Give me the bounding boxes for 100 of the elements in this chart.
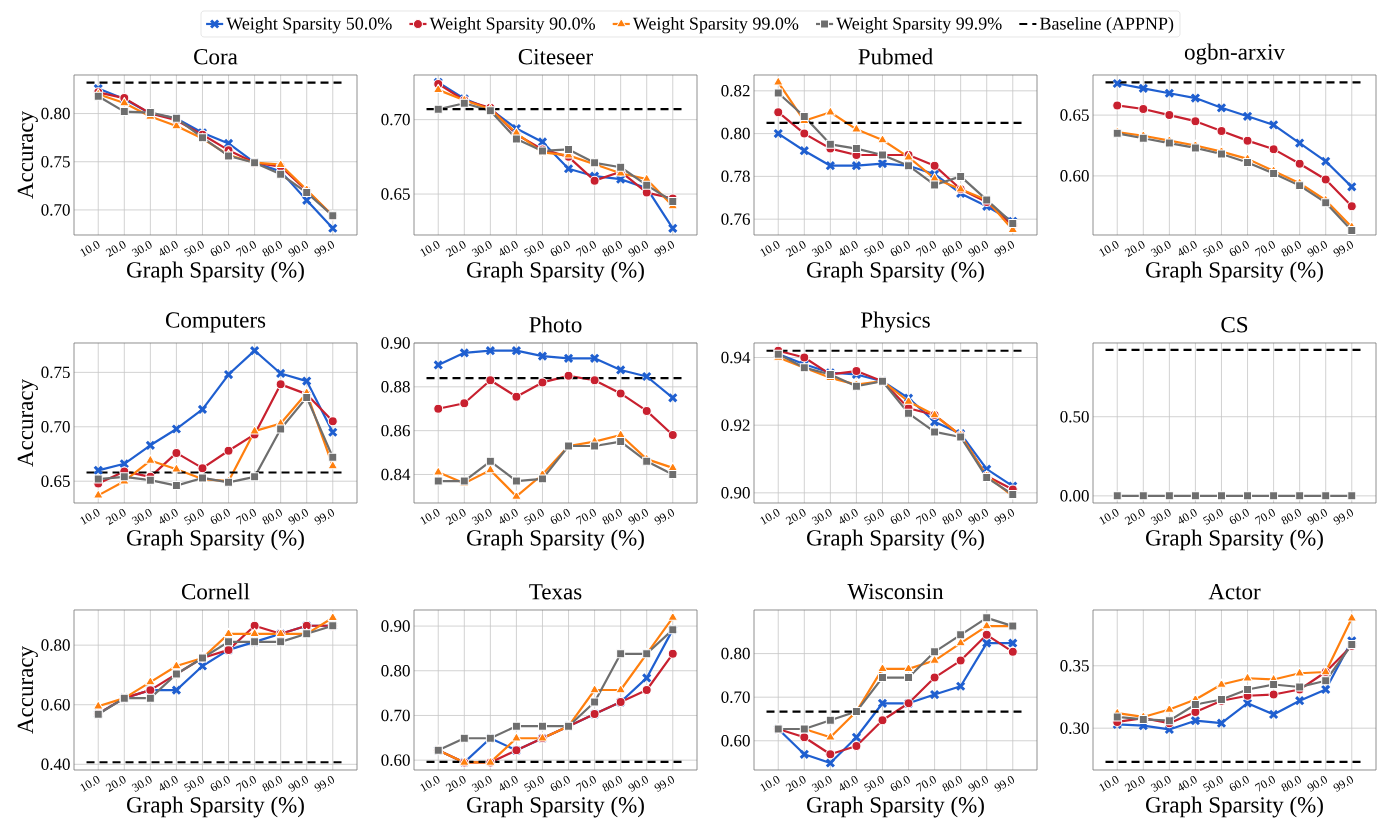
x-axis-title: Graph Sparsity (%) [127, 529, 304, 551]
y-tick-label: 0.65 [381, 188, 410, 200]
x-axis-title: Graph Sparsity (%) [467, 261, 644, 283]
x-tick-label: 40.0 [499, 775, 518, 791]
x-tick-label: 10.0 [1099, 508, 1119, 525]
x-tick-label: 30.0 [1150, 775, 1171, 792]
x-tick-label: 60.0 [890, 240, 910, 257]
y-tick-label: 0.70 [381, 709, 410, 722]
y-tick-label: 0.00 [1060, 490, 1089, 502]
x-tick-label: 70.0 [235, 508, 256, 525]
chart-title: Texas [529, 584, 582, 600]
x-tick-label: 90.0 [288, 240, 308, 257]
x-tick-label: 60.0 [210, 508, 230, 525]
y-tick-label: 0.90 [381, 337, 410, 349]
y-tick-label: 0.84 [381, 468, 411, 481]
x-tick-label: 50.0 [183, 508, 204, 525]
legend-label: Baseline (APPNP) [1040, 16, 1174, 34]
x-tick-label: 70.0 [575, 508, 596, 525]
x-tick-label: 99.0 [994, 775, 1015, 792]
y-tick-label: 0.76 [721, 213, 750, 225]
x-tick-label: 50.0 [1202, 508, 1223, 525]
x-tick-label: 30.0 [131, 508, 152, 525]
x-tick-label: 20.0 [785, 508, 806, 525]
x-tick-label: 60.0 [890, 775, 910, 792]
chart-title: Physics [861, 311, 930, 333]
x-tick-label: 40.0 [159, 508, 178, 524]
x-tick-label: 30.0 [1150, 508, 1171, 525]
y-tick-label: 0.70 [41, 204, 70, 216]
x-tick-label: 99.0 [1333, 508, 1354, 525]
chart-title: Photo [529, 316, 582, 333]
legend-label: Weight Sparsity 99.9% [836, 16, 1002, 34]
x-tick-label: 40.0 [839, 775, 858, 791]
x-axis-title: Graph Sparsity (%) [127, 261, 304, 283]
x-tick-label: 90.0 [1307, 240, 1327, 257]
x-tick-label: 10.0 [420, 775, 440, 792]
x-tick-label: 20.0 [105, 240, 126, 257]
x-tick-label: 70.0 [915, 775, 936, 792]
x-tick-label: 80.0 [1281, 508, 1301, 525]
x-axis-title: Graph Sparsity (%) [807, 261, 984, 283]
x-tick-label: 40.0 [1178, 240, 1197, 256]
x-tick-label: 10.0 [80, 508, 100, 525]
y-tick-label: 0.92 [721, 419, 750, 431]
x-tick-label: 99.0 [1333, 240, 1354, 257]
x-axis-title: Graph Sparsity (%) [467, 796, 644, 818]
x-tick-label: 99.0 [654, 508, 675, 525]
x-tick-label: 80.0 [262, 508, 282, 525]
chart-title: CS [1221, 316, 1248, 333]
x-tick-label: 50.0 [183, 775, 204, 792]
x-tick-label: 40.0 [159, 240, 178, 256]
x-tick-label: 60.0 [1229, 775, 1249, 792]
x-tick-label: 99.0 [654, 240, 675, 257]
y-tick-label: 0.82 [721, 85, 750, 97]
x-tick-label: 20.0 [785, 775, 806, 792]
x-tick-label: 70.0 [235, 240, 256, 257]
x-tick-label: 80.0 [602, 775, 622, 792]
x-tick-label: 50.0 [1202, 775, 1223, 792]
x-tick-label: 10.0 [420, 240, 440, 257]
x-tick-label: 90.0 [288, 775, 308, 792]
chart-title: Wisconsin [847, 583, 944, 600]
x-tick-label: 90.0 [628, 240, 648, 257]
x-tick-label: 20.0 [1124, 240, 1145, 257]
chart-title: Pubmed [858, 48, 933, 65]
x-tick-label: 20.0 [105, 775, 126, 792]
y-tick-label: 0.40 [41, 758, 70, 771]
x-tick-label: 80.0 [1281, 240, 1301, 257]
x-tick-label: 40.0 [839, 508, 858, 524]
x-tick-label: 40.0 [499, 508, 518, 524]
x-tick-label: 50.0 [863, 508, 884, 525]
x-tick-label: 40.0 [1178, 508, 1197, 524]
x-tick-label: 70.0 [1254, 775, 1275, 792]
chart-title: Computers [165, 312, 266, 333]
y-tick-label: 0.65 [41, 475, 70, 487]
y-tick-label: 0.80 [41, 107, 70, 120]
chart-title: ogbn-arxiv [1184, 43, 1285, 65]
x-tick-label: 30.0 [1150, 240, 1171, 257]
y-tick-label: 0.70 [381, 113, 410, 126]
chart-title: Actor [1208, 584, 1261, 600]
x-tick-label: 50.0 [1202, 240, 1223, 257]
y-axis-title: Accuracy [17, 111, 38, 199]
x-tick-label: 90.0 [968, 240, 988, 257]
x-axis-title: Graph Sparsity (%) [807, 796, 984, 818]
x-tick-label: 20.0 [445, 775, 466, 792]
chart-title: Cora [194, 49, 238, 65]
x-tick-label: 30.0 [471, 775, 492, 792]
chart-title: Citeseer [518, 49, 594, 65]
y-tick-label: 0.80 [721, 647, 750, 660]
x-axis-title: Graph Sparsity (%) [127, 796, 304, 818]
x-tick-label: 80.0 [942, 240, 962, 257]
y-tick-label: 0.60 [381, 754, 410, 766]
x-tick-label: 80.0 [262, 240, 282, 257]
x-tick-label: 10.0 [1099, 240, 1119, 257]
y-tick-label: 0.80 [41, 639, 70, 651]
x-tick-label: 30.0 [471, 240, 492, 257]
x-tick-label: 99.0 [1333, 775, 1354, 792]
x-tick-label: 90.0 [628, 775, 648, 792]
x-axis-title: Graph Sparsity (%) [1146, 796, 1323, 818]
x-tick-label: 40.0 [839, 240, 858, 256]
y-tick-label: 0.94 [721, 351, 751, 364]
y-tick-label: 0.86 [381, 424, 410, 437]
x-tick-label: 40.0 [159, 775, 178, 791]
